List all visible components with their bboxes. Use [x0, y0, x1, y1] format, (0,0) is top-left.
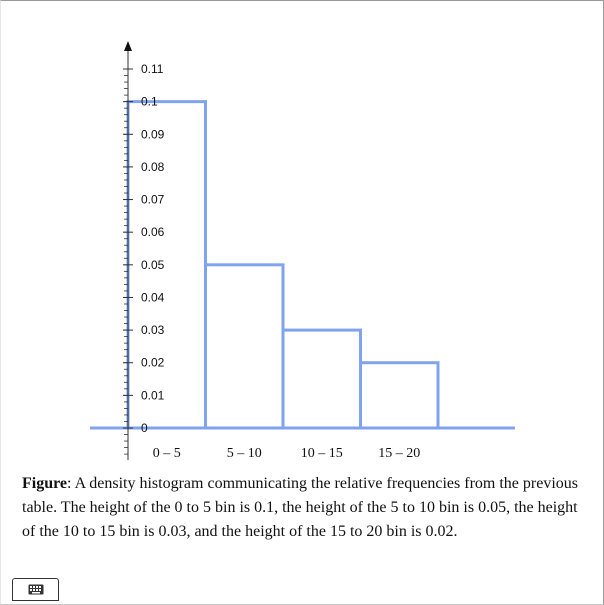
- histogram-bar: [204, 263, 285, 430]
- histogram-bar: [281, 328, 362, 430]
- caption-label: Figure: [22, 475, 68, 492]
- keyboard-toggle-button[interactable]: [12, 578, 59, 601]
- y-axis-arrow: [124, 41, 132, 51]
- y-tick-label: 0.11: [141, 62, 164, 76]
- y-tick-label: 0.02: [141, 356, 165, 370]
- density-histogram: 0 0.01 0.02 0.03 0.04 0.05 0.06 0.07 0.08 0.09 0.1…: [90, 41, 515, 461]
- x-category-label: 10 – 15: [301, 446, 343, 461]
- keyboard-icon: [28, 584, 43, 595]
- histogram-bar: [126, 100, 207, 430]
- y-tick-label: 0.09: [141, 127, 165, 141]
- y-tick-label: 0.01: [141, 388, 165, 402]
- x-category-label: 15 – 20: [378, 446, 420, 461]
- y-tick-label: 0.08: [141, 160, 165, 174]
- y-tick-label: 0.03: [141, 323, 165, 337]
- y-tick-label: 0.07: [141, 193, 165, 207]
- histogram-bar: [359, 361, 440, 430]
- y-tick-label: 0.06: [141, 225, 165, 239]
- x-category-label: 5 – 10: [227, 446, 262, 461]
- caption-text: : A density histogram communicating the …: [22, 475, 579, 540]
- figure-caption: Figure: A density histogram communicatin…: [22, 472, 584, 544]
- y-tick-label: 0.04: [141, 290, 165, 304]
- y-tick-label: 0.05: [141, 258, 165, 272]
- y-tick-label: 0.1: [141, 95, 158, 109]
- x-category-label: 0 – 5: [153, 446, 181, 461]
- y-tick-label: 0: [141, 421, 148, 435]
